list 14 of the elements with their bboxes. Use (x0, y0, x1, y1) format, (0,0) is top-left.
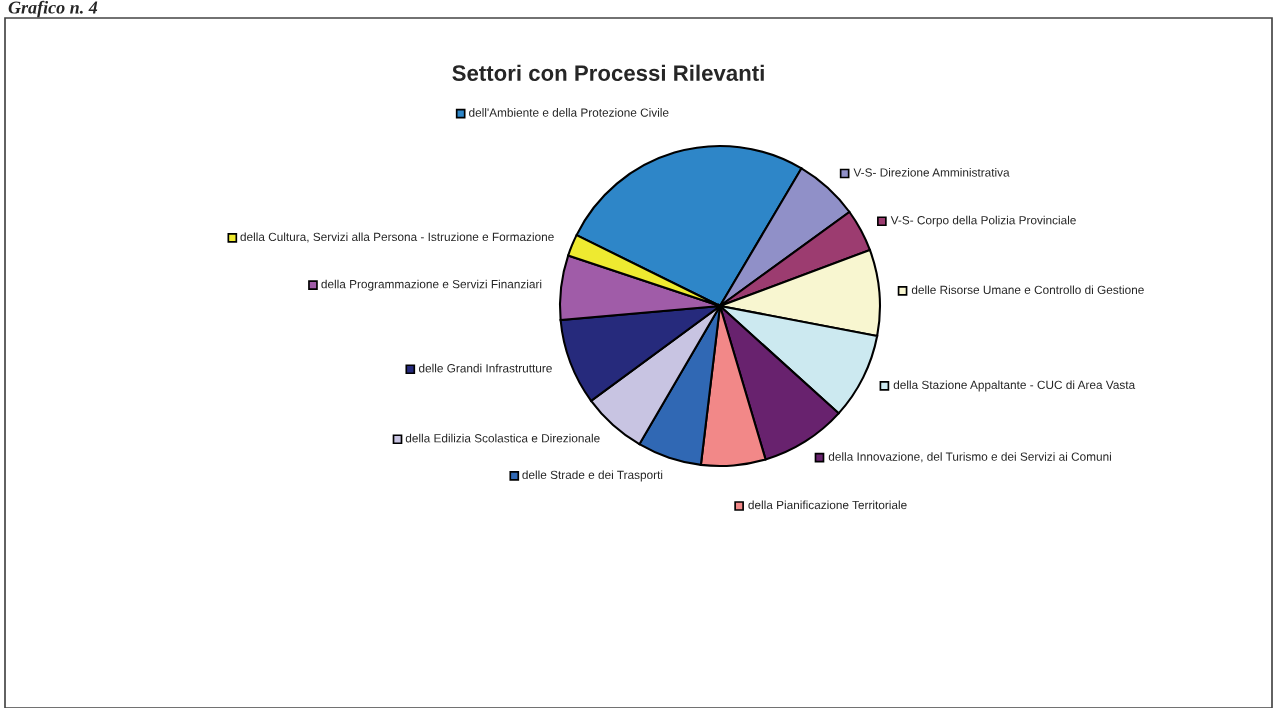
legend-label: delle Strade e dei Trasporti (522, 470, 663, 482)
chart-title: Settori con Processi Rilevanti (452, 64, 764, 81)
legend-label: della Edilizia Scolastica e Direzionale (405, 433, 600, 443)
legend-label: delle Grandi Infrastrutture (418, 363, 552, 373)
legend-label: della Cultura, Servizi alla Persona - Istruzione e Formazione (240, 232, 554, 243)
legend-label: della Stazione Appaltante - CUC di Area Vasta (893, 380, 1136, 392)
legend-label: della Innovazione, del Turismo e dei Servizi ai Comuni (828, 452, 1111, 463)
legend-label: V-S- Corpo della Polizia Provinciale (890, 215, 1076, 227)
legend-label: dell'Ambiente e della Protezione Civile (469, 108, 669, 117)
legend-label: V-S- Direzione Amministrativa (853, 168, 1010, 177)
legend-label: della Pianificazione Territoriale (748, 500, 907, 510)
legend-label: della Programmazione e Servizi Finanziari (321, 279, 542, 291)
text: Grafico n. 4 (8, 0, 98, 18)
legend-label: delle Risorse Umane e Controllo di Gestione (911, 285, 1144, 295)
